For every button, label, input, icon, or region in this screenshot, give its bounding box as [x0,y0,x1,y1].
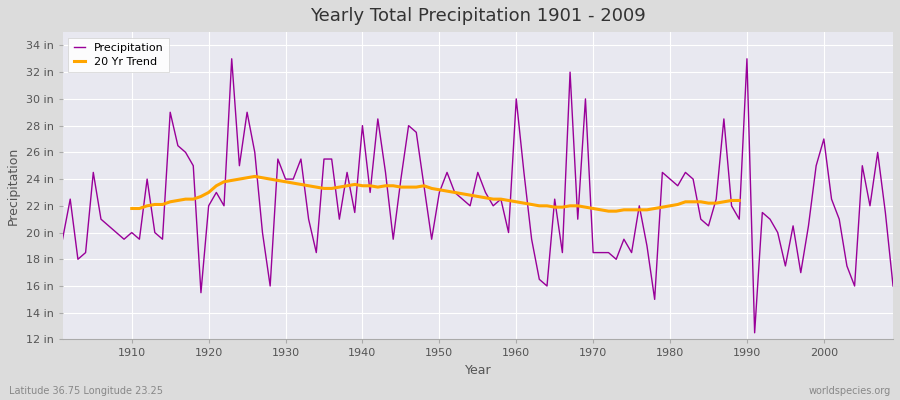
Line: 20 Yr Trend: 20 Yr Trend [131,176,739,211]
Precipitation [226,56,237,61]
20 Yr Trend [496,197,507,202]
20 Yr Trend [603,209,614,214]
20 Yr Trend [549,205,560,210]
Text: worldspecies.org: worldspecies.org [809,386,891,396]
Precipitation [511,96,522,101]
Precipitation [611,257,622,262]
Precipitation [749,330,760,335]
20 Yr Trend [403,185,414,190]
Precipitation [518,170,529,175]
20 Yr Trend [734,198,744,203]
Precipitation [57,237,68,242]
X-axis label: Year: Year [464,364,491,377]
Line: Precipitation: Precipitation [62,59,893,333]
20 Yr Trend [680,200,691,204]
20 Yr Trend [503,198,514,203]
Text: Latitude 36.75 Longitude 23.25: Latitude 36.75 Longitude 23.25 [9,386,163,396]
Precipitation [342,170,353,175]
Title: Yearly Total Precipitation 1901 - 2009: Yearly Total Precipitation 1901 - 2009 [310,7,645,25]
20 Yr Trend [526,202,537,207]
Precipitation [119,237,130,242]
Legend: Precipitation, 20 Yr Trend: Precipitation, 20 Yr Trend [68,38,169,72]
20 Yr Trend [126,206,137,211]
Y-axis label: Precipitation: Precipitation [7,147,20,225]
20 Yr Trend [249,174,260,179]
Precipitation [295,157,306,162]
Precipitation [887,284,898,288]
